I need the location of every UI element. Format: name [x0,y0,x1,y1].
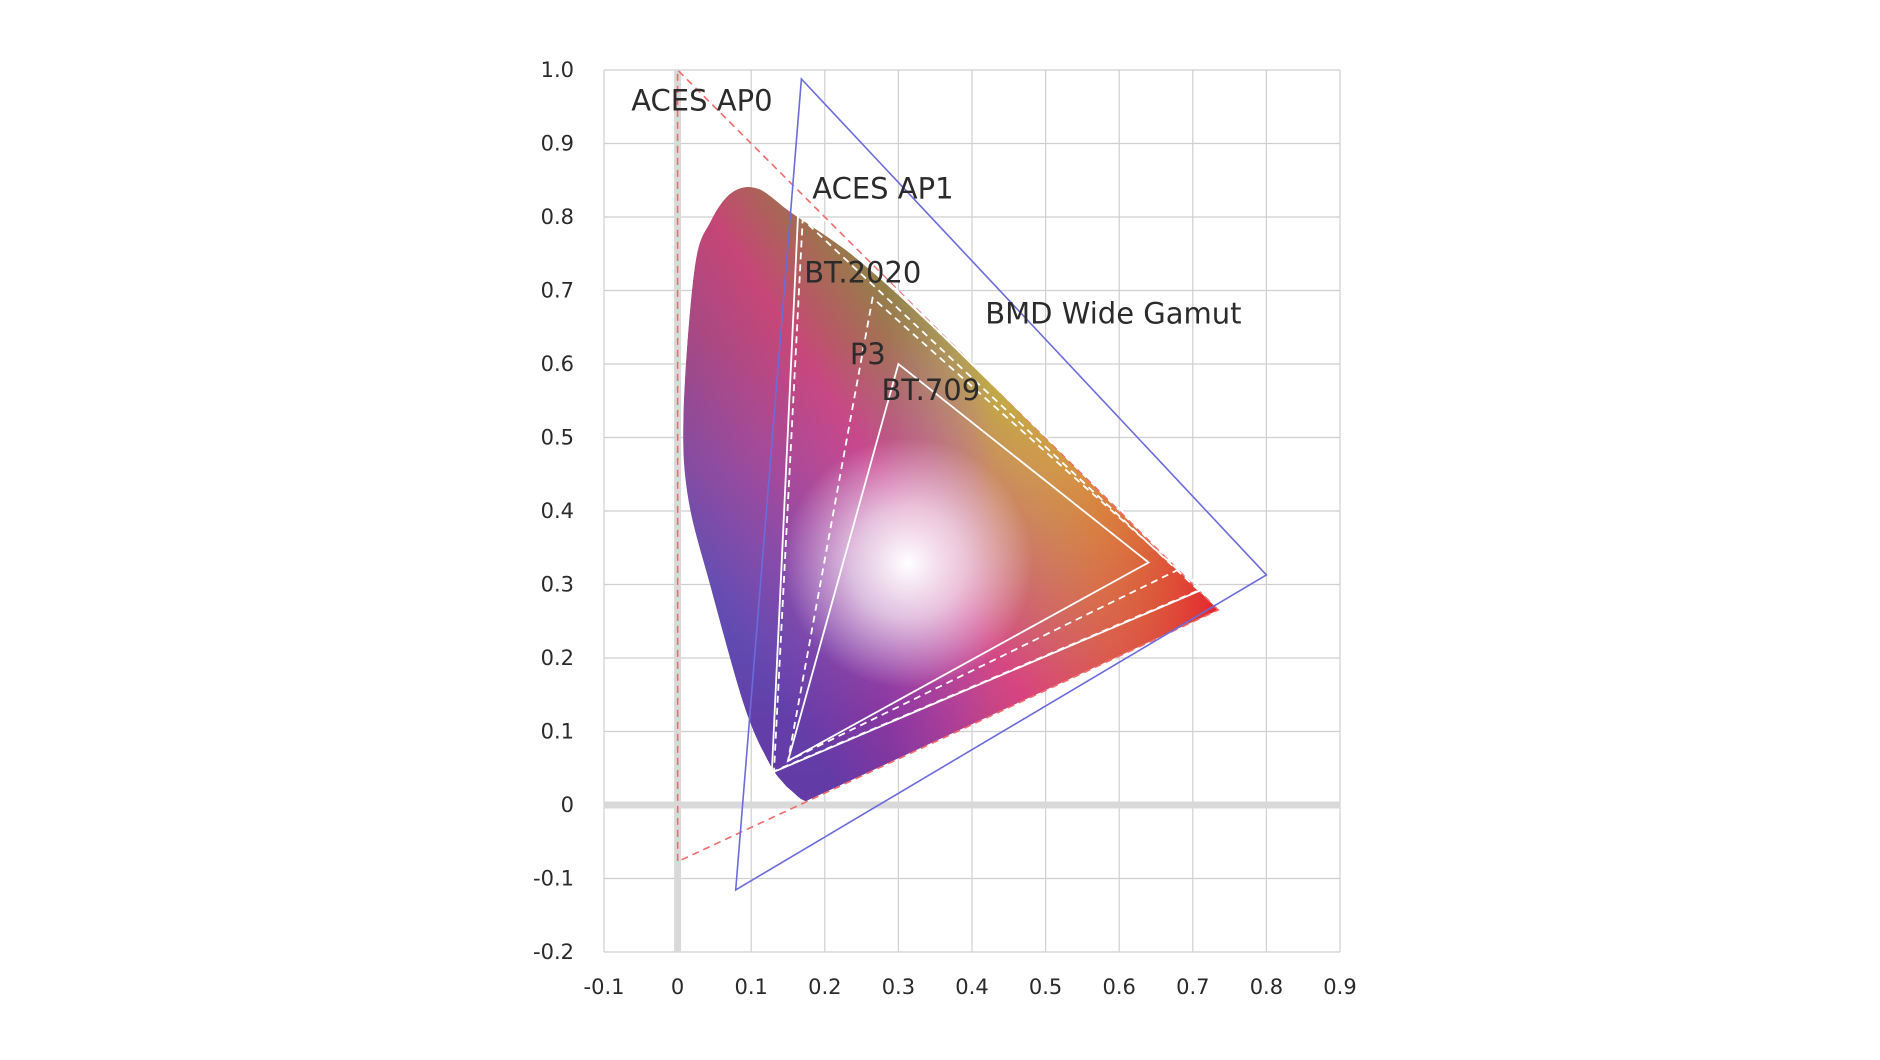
y-tick-label: 0.8 [541,205,574,229]
y-tick-label: 0.6 [541,352,574,376]
y-tick-label: 0.5 [541,426,574,450]
x-tick-labels: -0.1 0 0.1 0.2 0.3 0.4 0.5 0.6 0.7 0.8 0.9 [584,975,1357,999]
locus-fill-white [683,186,1219,802]
x-tick-label: 0.3 [882,975,915,999]
locus-fill-group [683,186,1219,802]
x-tick-label: 0.2 [808,975,841,999]
x-tick-label: -0.1 [584,975,625,999]
y-tick-label: 1.0 [541,58,574,82]
x-tick-label: 0.6 [1102,975,1135,999]
x-tick-label: 0.1 [734,975,767,999]
y-tick-label: 0.9 [541,132,574,156]
gamut-label: BMD Wide Gamut [985,297,1241,331]
gamut-p3 [786,296,1180,763]
x-tick-label: 0.9 [1323,975,1356,999]
gamut-label: BT.709 [881,373,980,407]
gamut-aces-ap0 [676,68,1220,863]
gamut-label: P3 [850,337,886,371]
y-tick-label: 0.7 [541,279,574,303]
x-tick-label: 0.7 [1176,975,1209,999]
spectral-locus [683,186,1219,802]
y-tick-label: 0.1 [541,720,574,744]
gamut-bt-2020 [773,217,1201,773]
x-tick-label: 0.8 [1250,975,1283,999]
y-tick-label: 0.4 [541,499,574,523]
y-tick-labels: 1.0 0.9 0.8 0.7 0.6 0.5 0.4 0.3 0.2 0.1 0 -0.1 -0.2 [533,58,574,964]
gamut-label: ACES AP0 [631,83,772,117]
gamut-triangles [676,68,1268,892]
gamut-label: BT.2020 [804,255,921,289]
y-tick-label: 0.2 [541,646,574,670]
y-tick-label: -0.2 [533,940,574,964]
x-tick-label: 0 [671,975,684,999]
x-tick-label: 0.4 [955,975,988,999]
y-tick-label: 0 [561,793,574,817]
gamut-labels: ACES AP0 ACES AP1 BT.2020 BMD Wide Gamut P3B… [631,83,1241,407]
gamut-bt-709 [786,362,1151,763]
y-tick-label: -0.1 [533,867,574,891]
y-tick-label: 0.3 [541,573,574,597]
gamut-label: ACES AP1 [812,172,953,206]
gamut-bmd-wide-gamut [734,77,1268,892]
x-tick-label: 0.5 [1029,975,1062,999]
